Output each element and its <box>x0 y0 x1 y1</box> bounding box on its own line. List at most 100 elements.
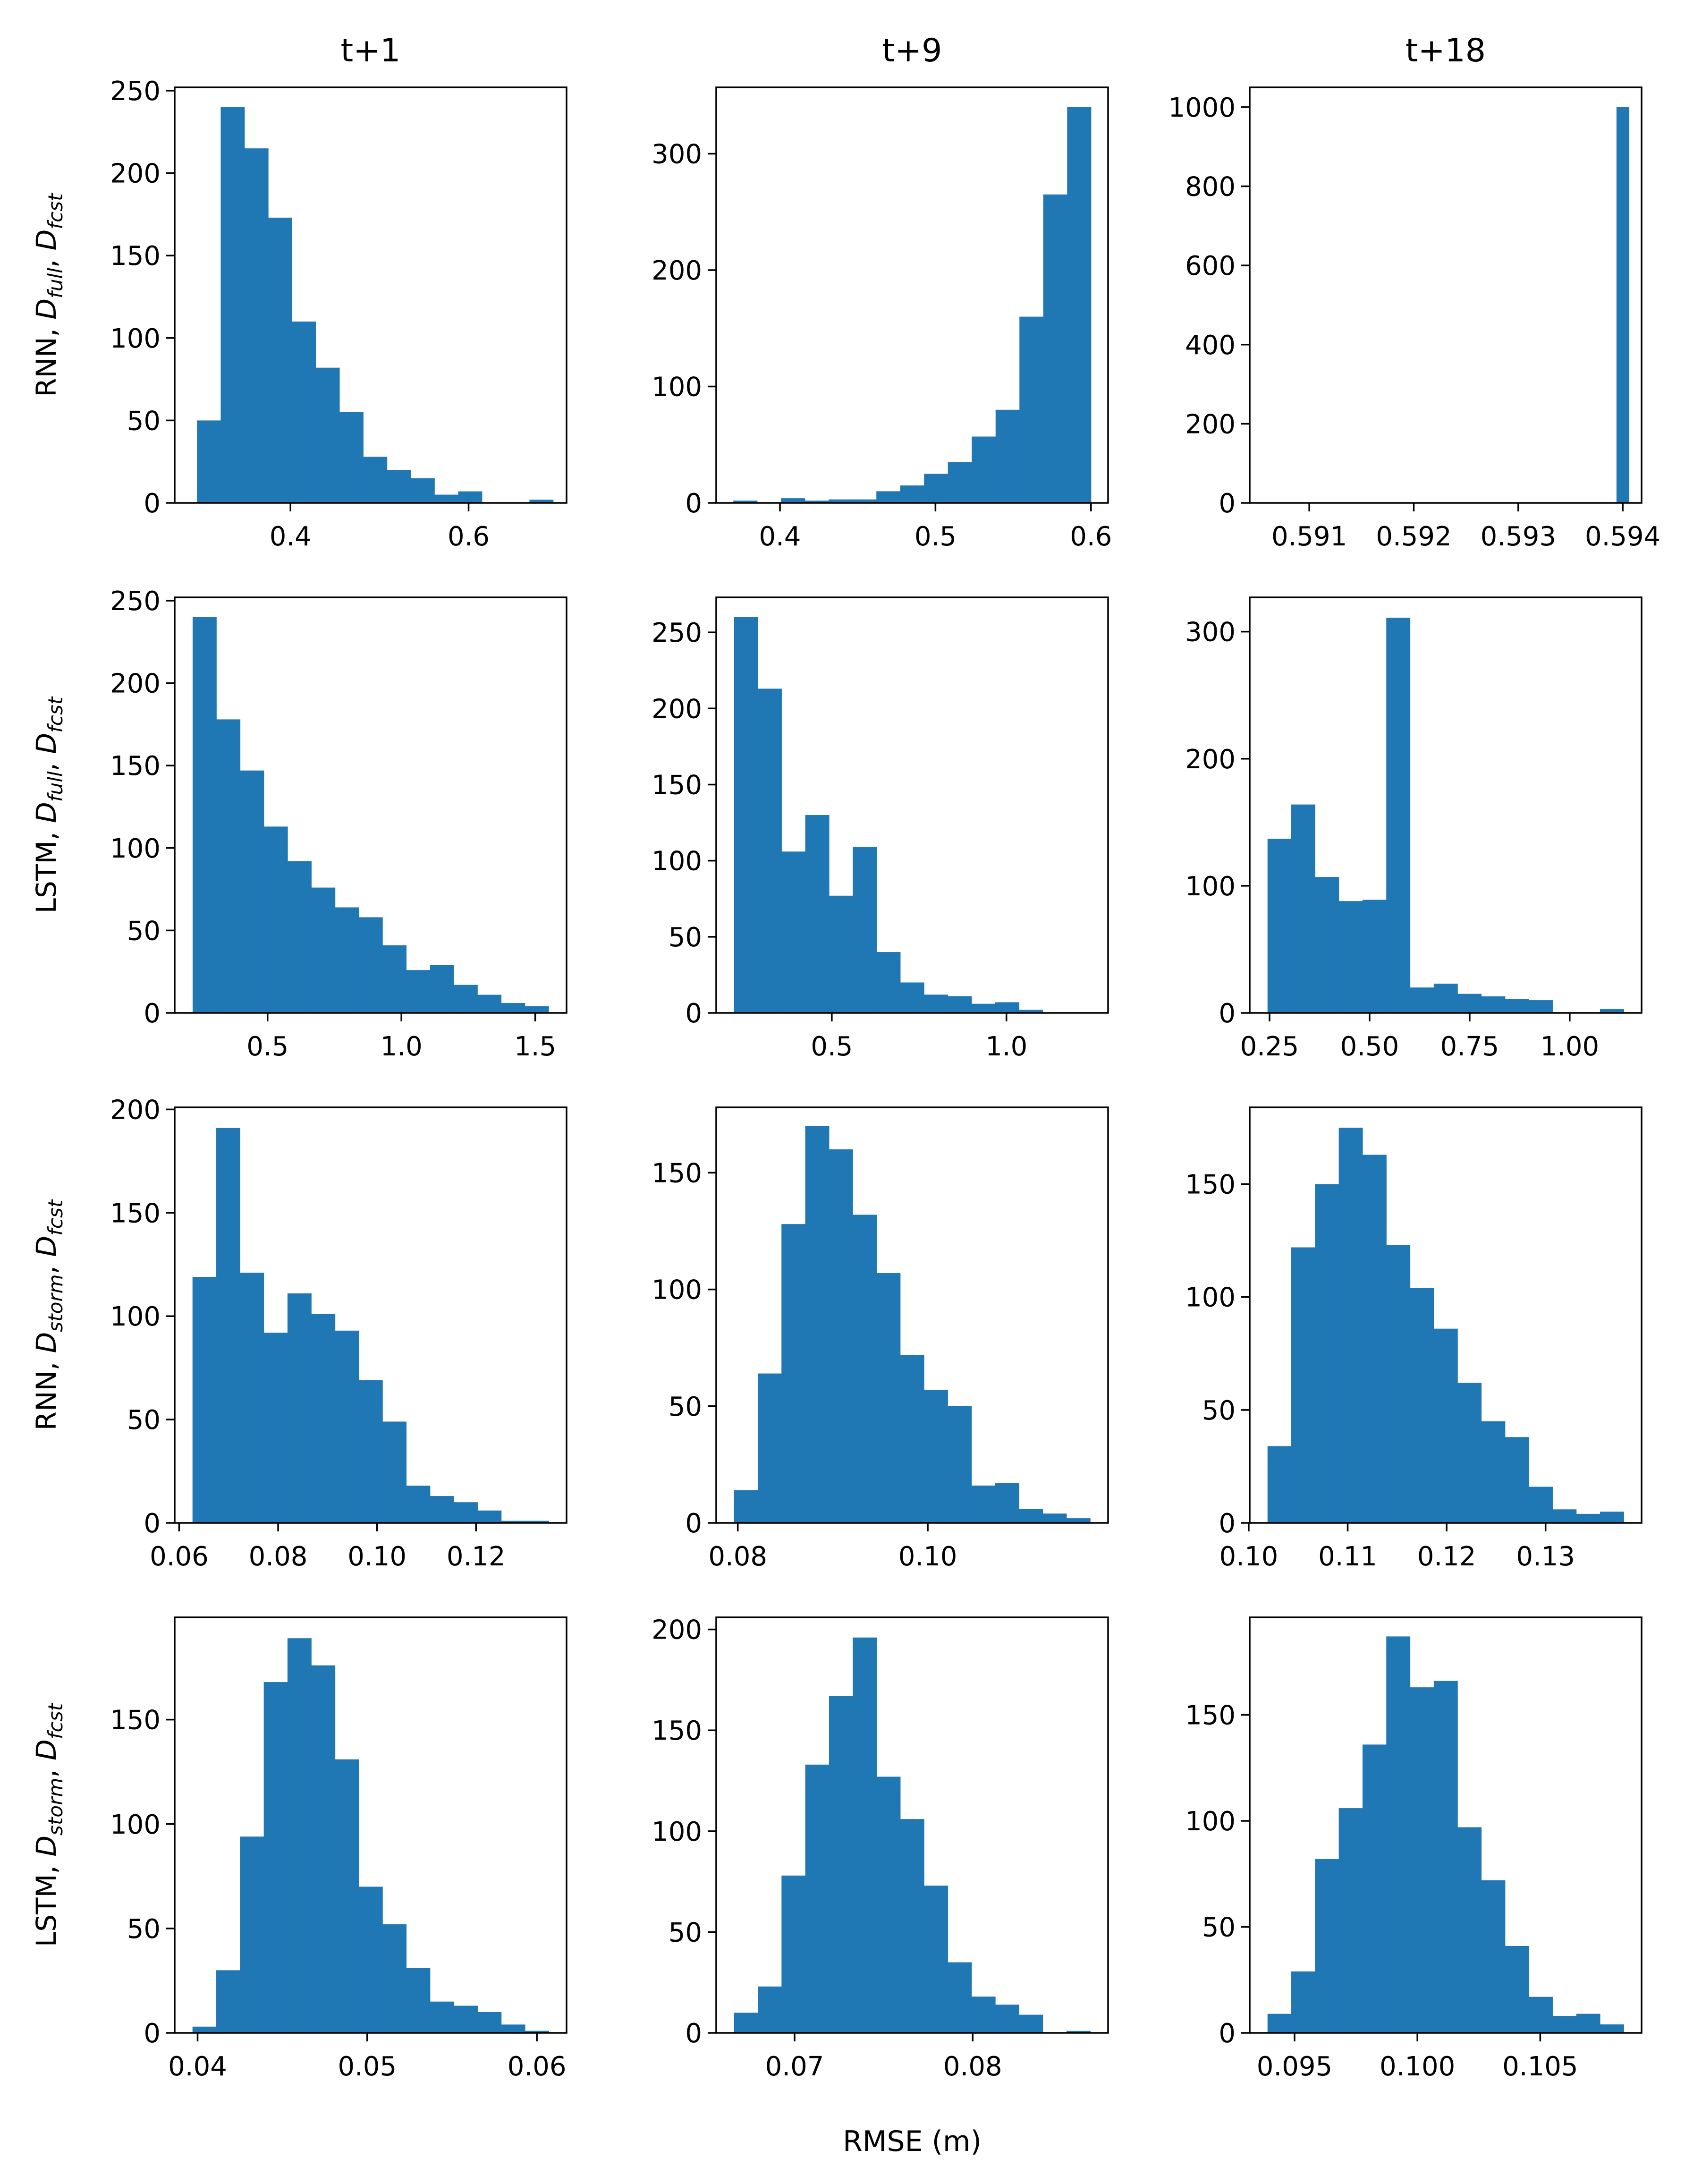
row-label-subscript: fcst <box>44 193 67 229</box>
y-tick-label: 50 <box>127 1914 161 1945</box>
histogram-bar <box>1067 107 1092 503</box>
histogram-bar <box>1552 1509 1577 1523</box>
y-tick-label: 200 <box>652 255 702 286</box>
histogram-bar <box>263 1333 288 1523</box>
histogram-bar <box>477 2012 502 2033</box>
histogram-bar <box>525 1521 549 1523</box>
row-label-subscript: full <box>44 771 67 802</box>
histogram-bar <box>363 457 388 503</box>
histogram-bar <box>995 2005 1019 2033</box>
histogram-bar <box>1315 1184 1339 1523</box>
row-label-separator: , <box>30 1857 62 1874</box>
histogram-bar <box>1019 316 1044 503</box>
y-tick-label: 600 <box>1185 251 1236 281</box>
y-tick-label: 0 <box>685 488 702 519</box>
histogram-bar <box>734 1490 758 1523</box>
histogram-bar <box>1338 901 1363 1013</box>
histogram-bar <box>995 1483 1019 1523</box>
histogram-bar <box>1267 2014 1292 2033</box>
y-tick-label: 0 <box>685 2018 702 2049</box>
x-axis-label: RMSE (m) <box>843 2125 982 2158</box>
row-label-separator: , <box>30 1760 62 1778</box>
row-label-separator: , <box>30 1353 62 1370</box>
histogram-bar <box>197 420 221 503</box>
y-tick-label: 100 <box>1185 1806 1236 1837</box>
histogram-bar <box>406 1968 431 2033</box>
y-tick-label: 0 <box>1219 998 1236 1029</box>
y-tick-label: 50 <box>127 1405 161 1436</box>
histogram-bar <box>971 1003 996 1013</box>
histogram-bar <box>1433 1681 1458 2033</box>
histogram-bar <box>1529 1487 1553 1523</box>
y-tick-label: 200 <box>1185 409 1236 440</box>
x-tick-label: 0.07 <box>765 2051 824 2082</box>
panel-r2c2: 0.10 0.11 0.12 0.13 0 50 100 150 <box>1185 1106 1643 1572</box>
histogram-bar <box>1386 618 1411 1013</box>
column-title: t+1 <box>341 32 401 69</box>
row-label: LSTM, Dstorm, Dfcst <box>30 1702 67 1947</box>
histogram-bar <box>1505 1946 1529 2033</box>
y-tick-label: 300 <box>652 139 702 170</box>
histogram-bar <box>781 1224 806 1523</box>
row-label-symbol: D <box>30 1332 62 1353</box>
histogram-bar <box>525 1006 549 1013</box>
histogram-bar <box>948 462 972 503</box>
y-tick-label: 0 <box>1219 1508 1236 1539</box>
histogram-bar <box>220 107 245 503</box>
histogram-bar <box>430 2001 454 2033</box>
histogram-bar <box>292 321 316 503</box>
axes-frame <box>715 1616 1109 2034</box>
x-tick-label: 0.591 <box>1271 521 1347 552</box>
x-tick-label: 0.105 <box>1502 2051 1578 2082</box>
histogram-bar <box>311 1665 336 2033</box>
x-tick-label: 0.06 <box>508 2051 567 2082</box>
x-tick-label: 0.25 <box>1240 1031 1299 1062</box>
histogram-bar <box>758 688 782 1013</box>
y-tick-label: 250 <box>110 76 161 107</box>
x-tick-label: 0.4 <box>270 521 312 552</box>
histogram-bar <box>287 1293 312 1523</box>
histogram-bar <box>1481 1880 1506 2033</box>
histogram-bar <box>733 501 758 503</box>
histogram-bar <box>1529 1997 1553 2033</box>
histogram-bar <box>1600 1512 1624 1523</box>
histogram-bar <box>1505 999 1529 1013</box>
axes-frame <box>174 86 567 504</box>
axes-frame <box>1249 1106 1643 1524</box>
histogram-bar <box>1457 1827 1482 2033</box>
histogram-bar <box>335 1330 359 1523</box>
histogram-bar <box>781 851 806 1013</box>
histogram-bar <box>406 970 431 1013</box>
y-tick-label: 150 <box>652 770 702 800</box>
x-tick-label: 0.10 <box>898 1541 957 1572</box>
histogram-bar <box>192 617 217 1013</box>
panel-r0c2: 0.591 0.592 0.593 0.594 0 200 400 600 800 1000 t+1… <box>1168 32 1660 552</box>
histogram-bar <box>1481 996 1506 1013</box>
panel-r3c0: 0.04 0.05 0.06 0 50 100 150 LSTM, Dstorm, Dfcst <box>30 1616 567 2082</box>
histogram-bar <box>876 1776 901 2033</box>
histogram-bar <box>288 861 312 1013</box>
histogram-bar <box>876 491 901 503</box>
histogram-bar <box>876 1273 901 1523</box>
histogram-bar <box>1362 900 1387 1013</box>
histogram-bar <box>1042 1513 1067 1523</box>
histogram-bar <box>1457 1383 1482 1523</box>
histogram-bar <box>1529 1000 1553 1013</box>
histogram-bar <box>1043 194 1067 503</box>
row-label-symbol: D <box>30 1236 62 1257</box>
histogram-bar <box>1410 1687 1434 2033</box>
y-tick-label: 150 <box>1185 1170 1236 1200</box>
y-tick-label: 50 <box>669 922 702 953</box>
histogram-bar <box>477 994 502 1013</box>
histogram-bar <box>1019 1509 1043 1523</box>
row-label-model: LSTM <box>30 841 62 914</box>
y-tick-label: 150 <box>110 751 161 782</box>
x-tick-label: 0.10 <box>1219 1541 1279 1572</box>
axes-frame <box>174 1616 567 2034</box>
histogram-bar <box>434 494 459 503</box>
histogram-bar <box>1338 1808 1363 2033</box>
histogram-bar <box>804 501 829 503</box>
histogram-bar <box>430 965 454 1013</box>
y-tick-label: 100 <box>652 1817 702 1847</box>
histogram-bar <box>1362 1155 1387 1523</box>
